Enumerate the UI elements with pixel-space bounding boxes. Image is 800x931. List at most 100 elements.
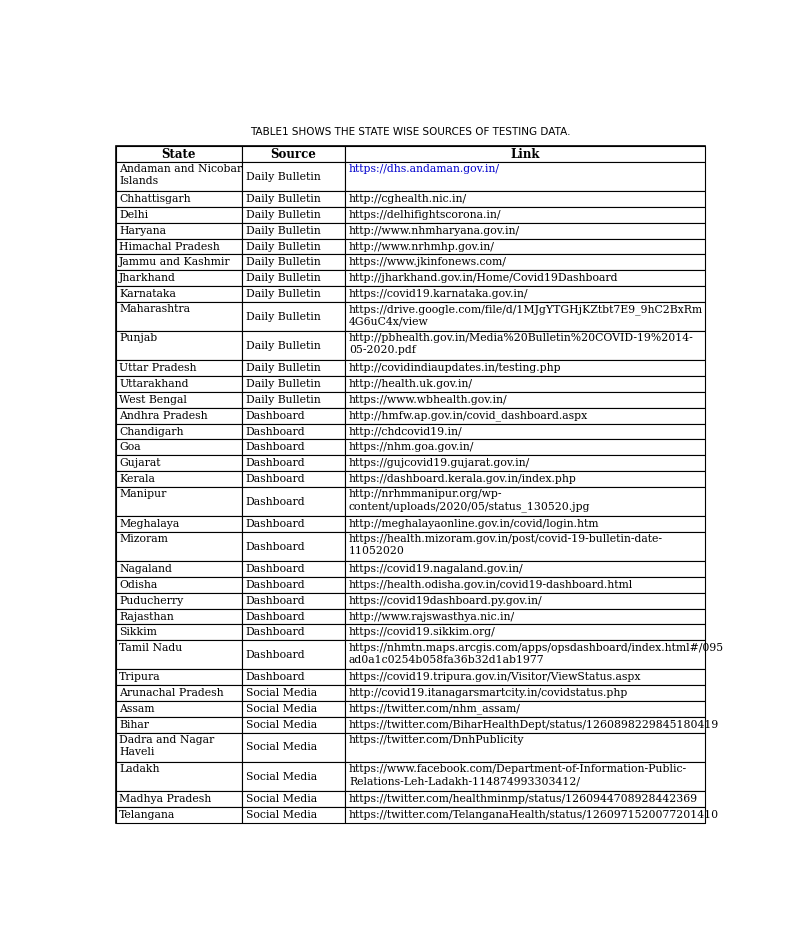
Bar	[115, 593, 242, 609]
Bar	[115, 455, 242, 471]
Text: https://twitter.com/DnhPublicity: https://twitter.com/DnhPublicity	[349, 735, 525, 745]
Text: http://cghealth.nic.in/: http://cghealth.nic.in/	[349, 194, 467, 204]
Text: http://jharkhand.gov.in/Home/Covid19Dashboard: http://jharkhand.gov.in/Home/Covid19Dash…	[349, 273, 618, 283]
Text: https://twitter.com/BiharHealthDept/status/1260898229845180419: https://twitter.com/BiharHealthDept/stat…	[349, 720, 719, 730]
Text: Telangana: Telangana	[119, 810, 175, 820]
Text: Dashboard: Dashboard	[246, 411, 306, 421]
Text: Delhi: Delhi	[119, 209, 148, 220]
Text: Daily Bulletin: Daily Bulletin	[246, 289, 321, 299]
Text: Gujarat: Gujarat	[119, 458, 161, 468]
Bar	[346, 669, 705, 685]
Text: Link: Link	[510, 147, 540, 160]
Bar	[115, 807, 242, 823]
Bar	[242, 471, 346, 487]
Bar	[115, 254, 242, 270]
Text: Assam: Assam	[119, 704, 154, 714]
Text: Dashboard: Dashboard	[246, 442, 306, 452]
Bar	[242, 561, 346, 577]
Bar	[242, 146, 346, 162]
Text: Dadra and Nagar
Haveli: Dadra and Nagar Haveli	[119, 735, 214, 757]
Text: Tripura: Tripura	[119, 672, 161, 682]
Text: Puducherry: Puducherry	[119, 596, 183, 606]
Text: https://twitter.com/nhm_assam/: https://twitter.com/nhm_assam/	[349, 704, 521, 714]
Text: Dashboard: Dashboard	[246, 564, 306, 574]
Text: Haryana: Haryana	[119, 225, 166, 236]
Text: Ladakh: Ladakh	[119, 764, 160, 775]
Text: http://health.uk.gov.in/: http://health.uk.gov.in/	[349, 379, 473, 389]
Bar	[346, 701, 705, 717]
Bar	[115, 717, 242, 733]
Text: http://hmfw.ap.gov.in/covid_dashboard.aspx: http://hmfw.ap.gov.in/covid_dashboard.as…	[349, 411, 588, 421]
Text: Social Media: Social Media	[246, 810, 317, 820]
Bar	[242, 424, 346, 439]
Text: http://www.rajswasthya.nic.in/: http://www.rajswasthya.nic.in/	[349, 612, 515, 622]
Text: https://nhm.goa.gov.in/: https://nhm.goa.gov.in/	[349, 442, 474, 452]
Bar	[346, 807, 705, 823]
Bar	[115, 733, 242, 762]
Bar	[115, 331, 242, 360]
Bar	[242, 439, 346, 455]
Text: https://covid19.karnataka.gov.in/: https://covid19.karnataka.gov.in/	[349, 289, 529, 299]
Text: Dashboard: Dashboard	[246, 580, 306, 590]
Bar	[242, 254, 346, 270]
Text: https://nhmtn.maps.arcgis.com/apps/opsdashboard/index.html#/095
ad0a1c0254b058fa: https://nhmtn.maps.arcgis.com/apps/opsda…	[349, 642, 724, 665]
Text: Daily Bulletin: Daily Bulletin	[246, 273, 321, 283]
Text: http://nrhmmanipur.org/wp-
content/uploads/2020/05/status_130520.jpg: http://nrhmmanipur.org/wp- content/uploa…	[349, 490, 590, 512]
Text: https://covid19dashboard.py.gov.in/: https://covid19dashboard.py.gov.in/	[349, 596, 542, 606]
Text: Chandigarh: Chandigarh	[119, 426, 184, 437]
Text: Dashboard: Dashboard	[246, 426, 306, 437]
Bar	[346, 376, 705, 392]
Text: http://covidindiaupdates.in/testing.php: http://covidindiaupdates.in/testing.php	[349, 363, 562, 373]
Bar	[346, 685, 705, 701]
Text: http://meghalayaonline.gov.in/covid/login.htm: http://meghalayaonline.gov.in/covid/logi…	[349, 519, 599, 529]
Bar	[115, 532, 242, 561]
Bar	[242, 717, 346, 733]
Text: https://covid19.tripura.gov.in/Visitor/ViewStatus.aspx: https://covid19.tripura.gov.in/Visitor/V…	[349, 672, 642, 682]
Text: https://covid19.nagaland.gov.in/: https://covid19.nagaland.gov.in/	[349, 564, 523, 574]
Bar	[346, 162, 705, 191]
Text: Madhya Pradesh: Madhya Pradesh	[119, 794, 211, 804]
Text: Social Media: Social Media	[246, 794, 317, 804]
Bar	[115, 439, 242, 455]
Bar	[115, 392, 242, 408]
Bar	[115, 609, 242, 625]
Bar	[346, 439, 705, 455]
Bar	[346, 286, 705, 302]
Bar	[346, 254, 705, 270]
Bar	[346, 791, 705, 807]
Text: https://twitter.com/healthminmp/status/1260944708928442369: https://twitter.com/healthminmp/status/1…	[349, 794, 698, 804]
Bar	[346, 609, 705, 625]
Bar	[242, 207, 346, 223]
Text: Dashboard: Dashboard	[246, 650, 306, 660]
Bar	[242, 286, 346, 302]
Text: Dashboard: Dashboard	[246, 474, 306, 484]
Bar	[346, 577, 705, 593]
Text: Daily Bulletin: Daily Bulletin	[246, 363, 321, 373]
Text: https://health.mizoram.gov.in/post/covid-19-bulletin-date-
11052020: https://health.mizoram.gov.in/post/covid…	[349, 534, 663, 557]
Text: http://www.nhmharyana.gov.in/: http://www.nhmharyana.gov.in/	[349, 225, 520, 236]
Bar	[346, 516, 705, 532]
Text: Jharkhand: Jharkhand	[119, 273, 176, 283]
Bar	[242, 223, 346, 238]
Bar	[115, 408, 242, 424]
Bar	[115, 238, 242, 254]
Bar	[115, 207, 242, 223]
Bar	[242, 408, 346, 424]
Text: https://www.facebook.com/Department-of-Information-Public-
Relations-Leh-Ladakh-: https://www.facebook.com/Department-of-I…	[349, 764, 687, 787]
Text: Uttar Pradesh: Uttar Pradesh	[119, 363, 197, 373]
Bar	[115, 424, 242, 439]
Text: Social Media: Social Media	[246, 772, 317, 782]
Text: http://www.nrhmhp.gov.in/: http://www.nrhmhp.gov.in/	[349, 241, 495, 251]
Text: Manipur: Manipur	[119, 490, 166, 499]
Text: http://covid19.itanagarsmartcity.in/covidstatus.php: http://covid19.itanagarsmartcity.in/covi…	[349, 688, 628, 698]
Text: https://dashboard.kerala.gov.in/index.php: https://dashboard.kerala.gov.in/index.ph…	[349, 474, 577, 484]
Text: West Bengal: West Bengal	[119, 395, 187, 405]
Bar	[242, 376, 346, 392]
Text: Maharashtra: Maharashtra	[119, 304, 190, 315]
Bar	[115, 223, 242, 238]
Text: Andhra Pradesh: Andhra Pradesh	[119, 411, 208, 421]
Bar	[115, 641, 242, 669]
Bar	[346, 146, 705, 162]
Text: Daily Bulletin: Daily Bulletin	[246, 395, 321, 405]
Bar	[242, 455, 346, 471]
